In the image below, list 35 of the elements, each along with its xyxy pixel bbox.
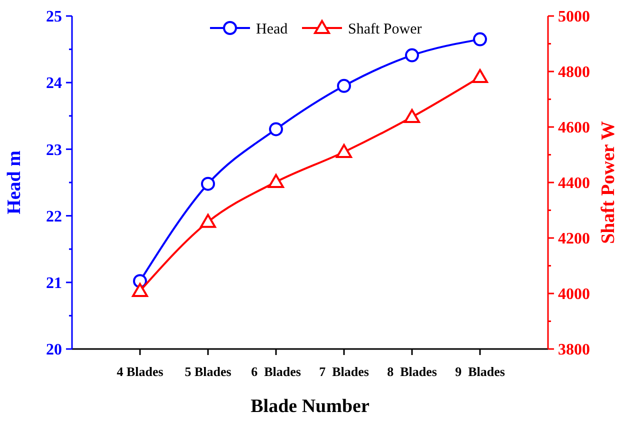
y-tick-label: 21	[46, 275, 62, 292]
x-tick-label: 9 Blades	[455, 364, 505, 379]
y2-tick-label: 4800	[558, 64, 590, 82]
y-tick-label: 25	[46, 8, 62, 26]
y-tick-label: 23	[46, 142, 62, 159]
x-tick-label: 4 Blades	[116, 364, 164, 379]
point	[472, 69, 488, 84]
y2-axis-title: Shaft Power W	[598, 121, 619, 244]
point	[200, 214, 216, 228]
y2-tick-label: 4000	[558, 286, 590, 304]
legend-label: Shaft Power	[348, 21, 422, 38]
y2-tick-label: 4400	[558, 175, 590, 192]
point	[132, 283, 148, 298]
point	[473, 32, 487, 46]
point	[336, 144, 352, 158]
y-tick-label: 20	[46, 342, 62, 359]
y2-tick-label: 4200	[558, 230, 590, 248]
point	[337, 78, 351, 93]
x-tick-label: 6 Blades	[251, 364, 301, 379]
y-tick-label: 22	[46, 208, 62, 226]
legend-label: Head	[256, 21, 288, 38]
y-tick-label: 24	[46, 75, 62, 92]
y2-tick-label: 5000	[558, 8, 590, 26]
y2-tick-label: 4600	[558, 120, 590, 137]
point	[268, 174, 284, 188]
x-axis-title: Blade Number	[250, 396, 370, 417]
point	[404, 109, 420, 124]
point	[201, 176, 215, 191]
y2-tick-label: 3800	[558, 342, 590, 359]
point	[269, 122, 283, 136]
y-axis-title: Head m	[4, 150, 25, 214]
x-tick-label: 5 Blades	[184, 364, 232, 379]
x-tick-label: 8 Blades	[387, 364, 437, 379]
point	[405, 48, 419, 62]
x-tick-label: 7 Blades	[319, 364, 369, 379]
